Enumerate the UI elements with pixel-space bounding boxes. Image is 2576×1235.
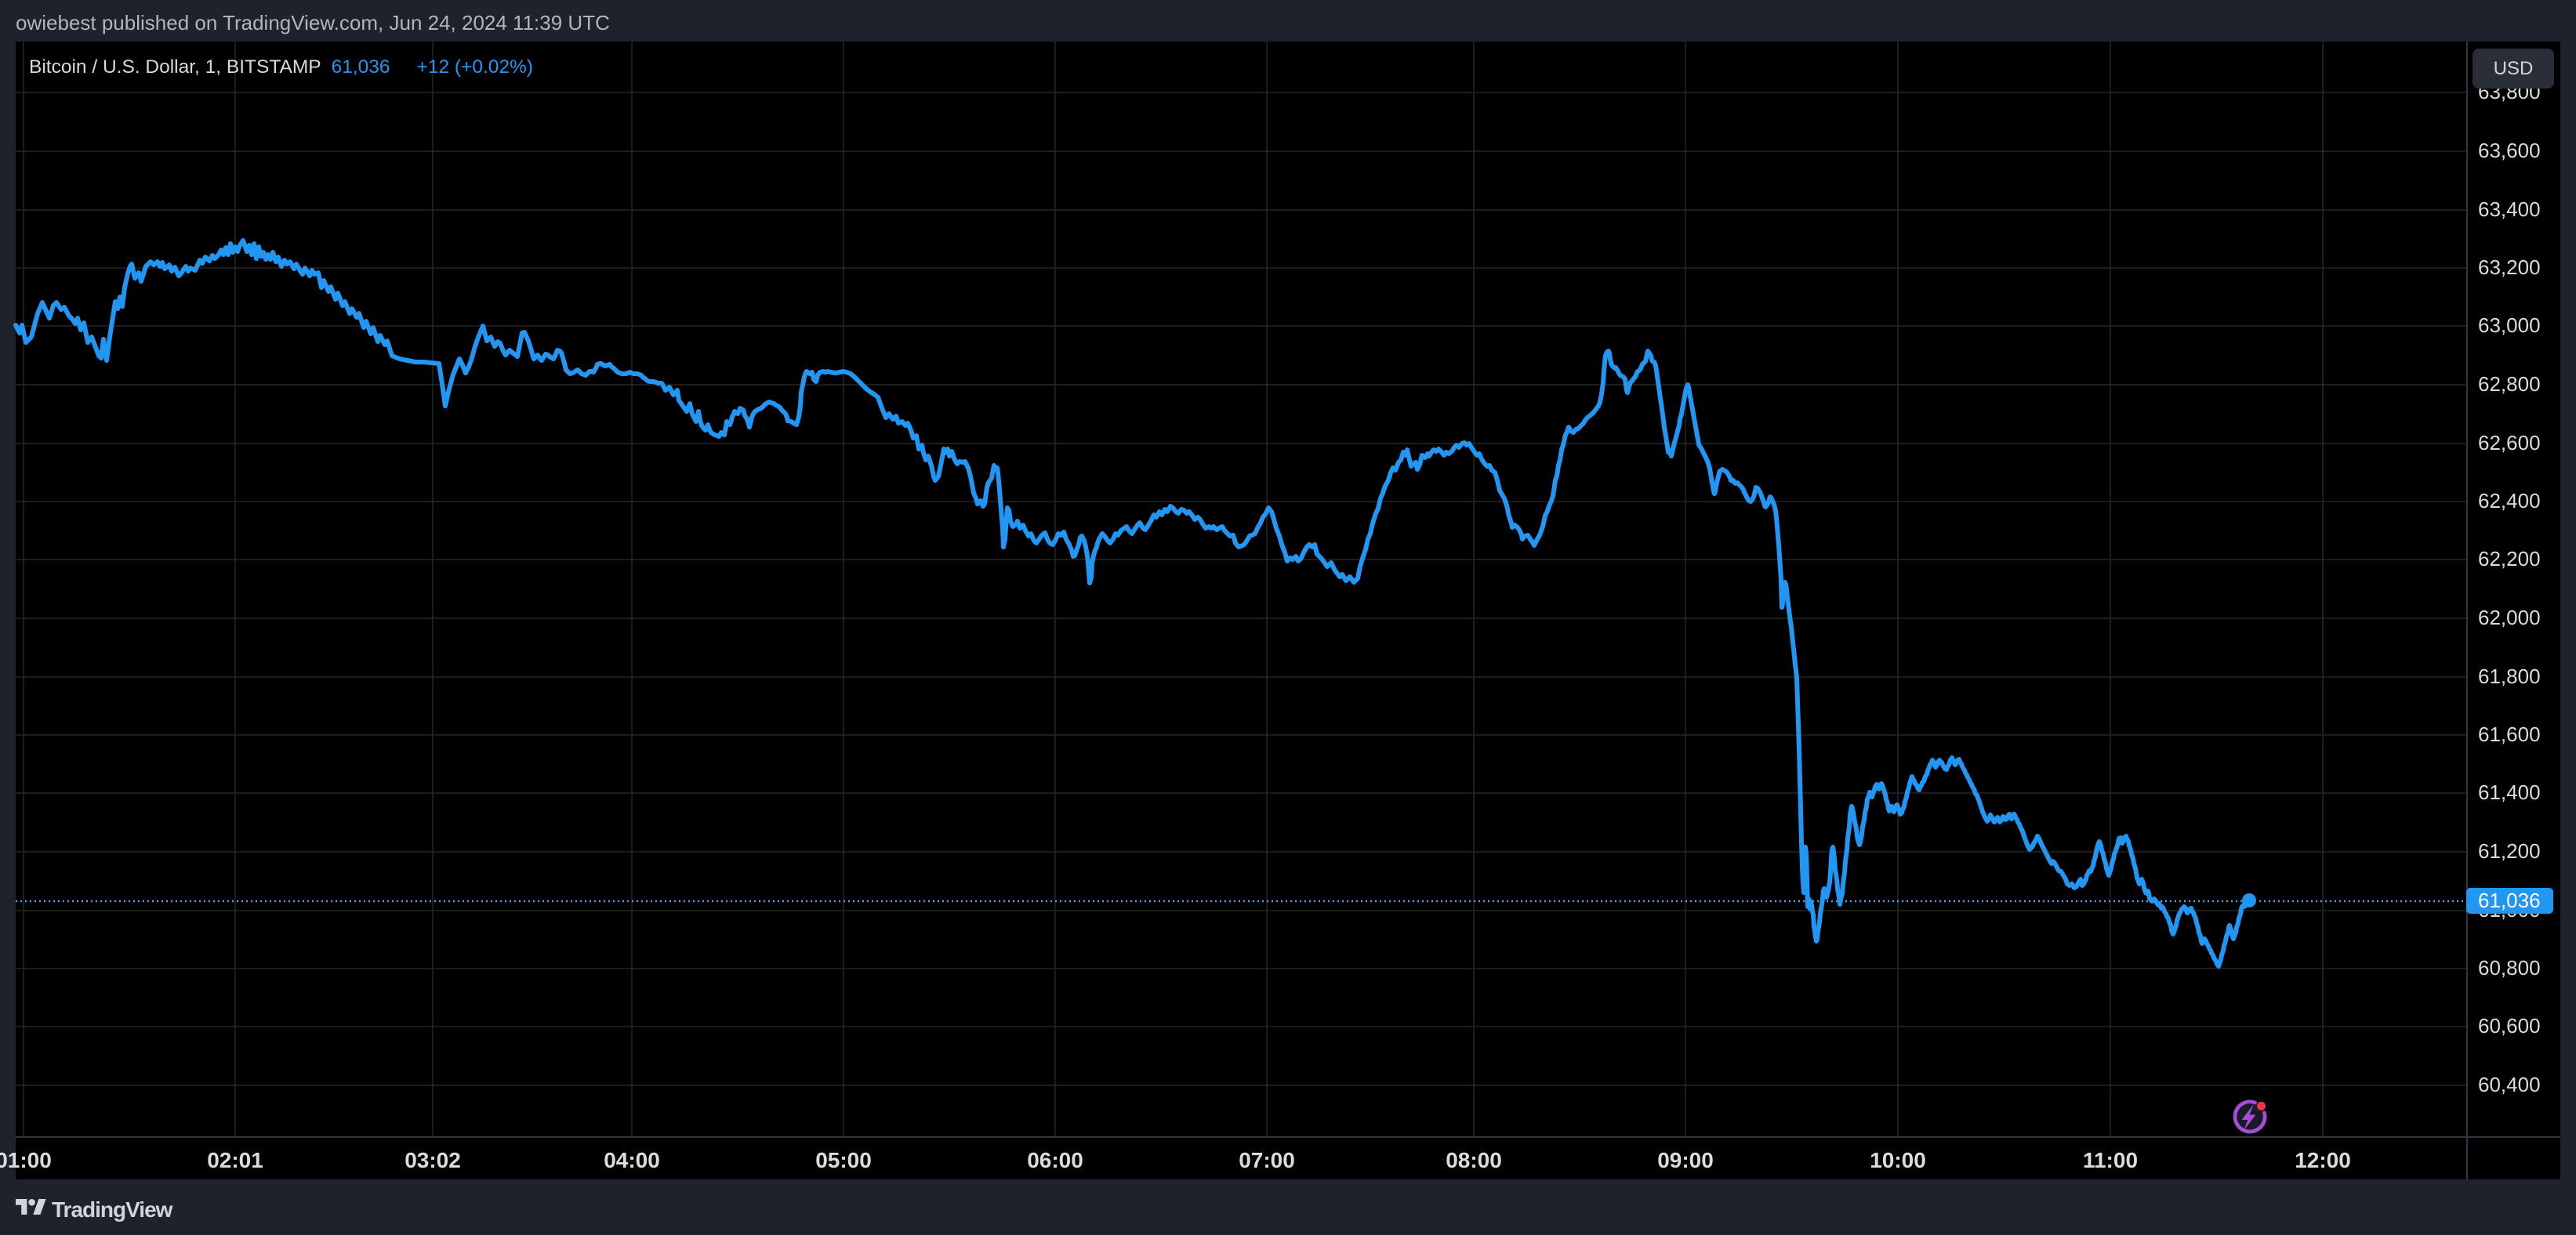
svg-text:62,000: 62,000 [2478, 606, 2541, 629]
svg-text:03:02: 03:02 [405, 1148, 461, 1172]
svg-text:12:00: 12:00 [2295, 1148, 2351, 1172]
svg-text:63,600: 63,600 [2478, 139, 2541, 162]
svg-text:61,800: 61,800 [2478, 665, 2541, 688]
svg-text:07:00: 07:00 [1239, 1148, 1295, 1172]
svg-text:60,600: 60,600 [2478, 1014, 2541, 1038]
svg-text:61,400: 61,400 [2478, 780, 2541, 804]
svg-text:63,000: 63,000 [2478, 313, 2541, 337]
svg-text:61,036: 61,036 [2478, 889, 2541, 912]
svg-text:11:00: 11:00 [2083, 1148, 2138, 1172]
svg-text:62,200: 62,200 [2478, 547, 2541, 570]
svg-text:06:00: 06:00 [1027, 1148, 1083, 1172]
svg-text:09:00: 09:00 [1657, 1148, 1714, 1172]
svg-text:61,200: 61,200 [2478, 839, 2541, 863]
svg-text:60,800: 60,800 [2478, 956, 2541, 980]
svg-text:60,400: 60,400 [2478, 1073, 2541, 1096]
svg-text:02:01: 02:01 [207, 1148, 263, 1172]
svg-text:01:00: 01:00 [0, 1148, 52, 1172]
svg-text:62,400: 62,400 [2478, 489, 2541, 512]
svg-text:04:00: 04:00 [604, 1148, 660, 1172]
svg-text:62,600: 62,600 [2478, 431, 2541, 455]
svg-text:61,600: 61,600 [2478, 723, 2541, 746]
svg-text:62,800: 62,800 [2478, 372, 2541, 396]
svg-text:10:00: 10:00 [1870, 1148, 1926, 1172]
svg-text:05:00: 05:00 [815, 1148, 872, 1172]
svg-text:08:00: 08:00 [1446, 1148, 1502, 1172]
svg-text:63,200: 63,200 [2478, 255, 2541, 279]
svg-text:63,400: 63,400 [2478, 197, 2541, 221]
